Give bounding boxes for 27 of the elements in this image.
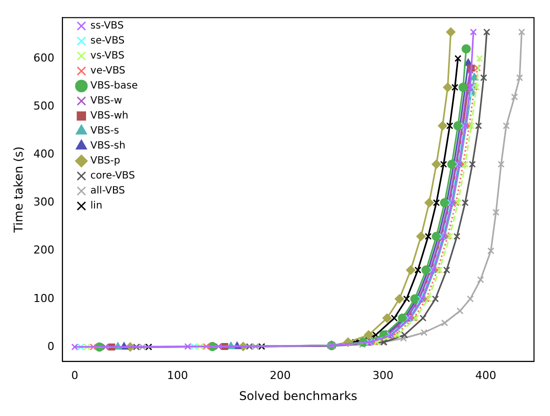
x-axis-title: Solved benchmarks — [239, 388, 358, 403]
y-tick-label: 400 — [33, 148, 54, 160]
legend-label: VBS-wh — [90, 110, 128, 122]
y-tick-label: 100 — [33, 292, 54, 305]
x-tick-label: 200 — [270, 368, 291, 382]
x-tick-label: 100 — [166, 368, 188, 382]
y-axis-title: Time taken (s) — [11, 146, 26, 234]
legend-label: se-VBS — [90, 36, 125, 47]
legend-label: VBS-p — [90, 156, 120, 167]
legend-label: core-VBS — [90, 170, 135, 182]
y-tick-label: 0 — [47, 340, 54, 353]
legend-label: vs-VBS — [90, 50, 124, 62]
legend-label: lin — [90, 200, 102, 212]
x-tick-label: 400 — [475, 368, 496, 382]
legend-label: VBS-s — [90, 126, 120, 137]
y-tick-label: 300 — [33, 196, 54, 209]
legend-label: ve-VBS — [90, 66, 126, 77]
legend-label: VBS-base — [90, 80, 138, 92]
legend-label: ss-VBS — [90, 20, 124, 32]
y-tick-label: 600 — [33, 51, 54, 64]
y-tick-label: 500 — [33, 99, 54, 112]
legend-label: VBS-w — [90, 96, 122, 107]
y-tick-label: 200 — [33, 244, 54, 257]
x-tick-label: 300 — [372, 368, 394, 382]
legend-label: all-VBS — [90, 186, 125, 197]
legend-label: VBS-sh — [90, 140, 126, 152]
x-tick-label: 0 — [71, 368, 78, 382]
